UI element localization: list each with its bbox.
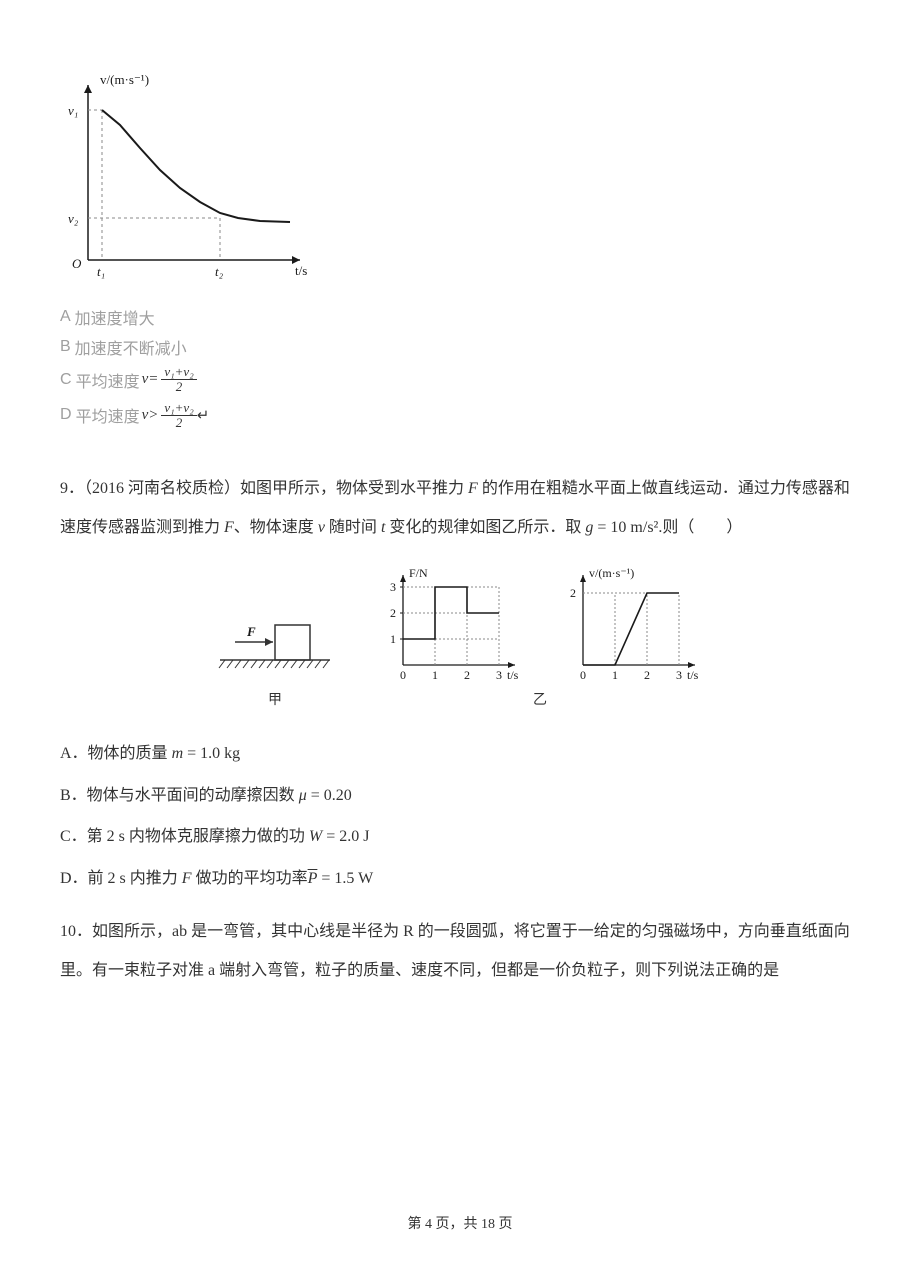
svg-text:3: 3 <box>496 668 502 682</box>
q8-option-b: B加速度不断减小 <box>60 335 860 359</box>
svg-text:2: 2 <box>390 606 396 620</box>
q8-option-d: D 平均速度 v> v₁+v₂ 2 ↵ <box>60 401 860 431</box>
q9-t5: 变化的规律如图乙所示．取 <box>385 519 585 536</box>
q10-text: 如图所示，ab 是一弯管，其中心线是半径为 R 的一段圆弧，将它置于一给定的匀强… <box>60 923 850 978</box>
svg-text:v/(m·s⁻¹): v/(m·s⁻¹) <box>100 72 149 87</box>
q10-stem: 10．如图所示，ab 是一弯管，其中心线是半径为 R 的一段圆弧，将它置于一给定… <box>60 913 860 990</box>
q9-fig-yi-label: 乙 <box>375 689 705 709</box>
q8-c-prefix: 平均速度 <box>76 368 140 392</box>
q10-num: 10． <box>60 923 92 940</box>
q9-figure-row: F 甲 F/N t/s 1 2 3 0 1 2 3 v/(m·s⁻¹) t/s 2 0 1 2 3 乙 <box>60 565 860 709</box>
svg-text:2: 2 <box>644 668 650 682</box>
svg-text:t/s: t/s <box>295 263 307 278</box>
svg-text:1: 1 <box>612 668 618 682</box>
q8-d-den: 2 <box>173 416 186 430</box>
q8-option-c: C 平均速度 v= v₁+v₂ 2 <box>60 365 860 395</box>
q9-t3: 、物体速度 <box>234 519 318 536</box>
svg-text:0: 0 <box>580 668 586 682</box>
page-footer: 第 4 页，共 18 页 <box>0 1213 920 1233</box>
q9-block: 9．（2016 河南名校质检）如图甲所示，物体受到水平推力 F 的作用在粗糙水平… <box>60 470 860 899</box>
svg-text:3: 3 <box>390 580 396 594</box>
q8-c-den: 2 <box>173 380 186 394</box>
q9-F1: F <box>468 480 478 497</box>
q10-block: 10．如图所示，ab 是一弯管，其中心线是半径为 R 的一段圆弧，将它置于一给定… <box>60 913 860 990</box>
q9-fig-yi: F/N t/s 1 2 3 0 1 2 3 v/(m·s⁻¹) t/s 2 0 1 2 3 乙 <box>375 565 705 709</box>
svg-text:t/s: t/s <box>507 668 519 682</box>
q9-opt-a: A．物体的质量 m = 1.0 kg <box>60 733 860 775</box>
q9-t6: = 10 m/s².则（ ） <box>593 519 742 536</box>
q8-c-eq: v= <box>142 371 159 388</box>
q9-v: v <box>318 519 325 536</box>
svg-text:v/(m·s⁻¹): v/(m·s⁻¹) <box>589 566 634 580</box>
svg-text:O: O <box>72 256 82 271</box>
svg-text:1: 1 <box>432 668 438 682</box>
q9-t4: 随时间 <box>325 519 381 536</box>
svg-text:2: 2 <box>464 668 470 682</box>
q8-vt-graph: v/(m·s⁻¹) t/s Ov₁ v₂ t₁ t₂ <box>60 70 860 295</box>
svg-text:3: 3 <box>676 668 682 682</box>
q8-d-eq: v> <box>142 407 159 424</box>
q9-t1: （2016 河南名校质检）如图甲所示，物体受到水平推力 <box>84 480 468 497</box>
svg-text:v₂: v₂ <box>68 211 79 226</box>
q9-fig-jia-label: 甲 <box>215 689 335 709</box>
svg-text:t₂: t₂ <box>215 264 224 279</box>
svg-text:t₁: t₁ <box>97 264 105 279</box>
q9-opt-b: B．物体与水平面间的动摩擦因数 μ = 0.20 <box>60 775 860 817</box>
q9-stem: 9．（2016 河南名校质检）如图甲所示，物体受到水平推力 F 的作用在粗糙水平… <box>60 470 860 547</box>
q8-d-prefix: 平均速度 <box>76 403 140 427</box>
svg-text:F: F <box>246 624 256 639</box>
q9-opt-d: D．前 2 s 内推力 F 做功的平均功率P = 1.5 W <box>60 858 860 900</box>
q8-b-text: 加速度不断减小 <box>75 335 187 359</box>
q9-fig-jia: F 甲 <box>215 590 335 709</box>
svg-text:t/s: t/s <box>687 668 699 682</box>
q8-option-a: A加速度增大 <box>60 305 860 329</box>
q9-F2: F <box>224 519 234 536</box>
svg-text:1: 1 <box>390 632 396 646</box>
svg-text:0: 0 <box>400 668 406 682</box>
q8-d-num: v₁+v₂ <box>161 401 196 416</box>
svg-text:2: 2 <box>570 586 576 600</box>
q9-num: 9． <box>60 480 84 497</box>
q8-a-text: 加速度增大 <box>75 305 155 329</box>
svg-text:v₁: v₁ <box>68 103 78 118</box>
svg-text:F/N: F/N <box>409 566 428 580</box>
q9-opt-c: C．第 2 s 内物体克服摩擦力做的功 W = 2.0 J <box>60 816 860 858</box>
q8-c-num: v₁+v₂ <box>161 365 196 380</box>
